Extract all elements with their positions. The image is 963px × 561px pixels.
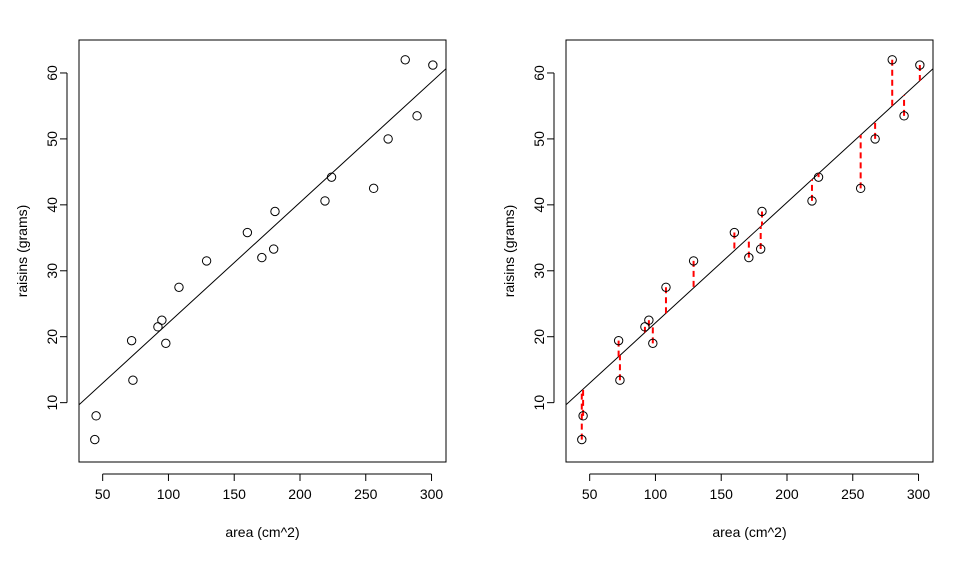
x-tick-label: 150 (710, 486, 734, 502)
data-point (91, 411, 101, 421)
data-point (870, 134, 880, 144)
data-point (729, 227, 740, 238)
data-point (887, 55, 897, 65)
plot-frame (78, 39, 447, 463)
data-point (915, 60, 925, 70)
data-point (744, 252, 754, 263)
data-point (688, 256, 699, 266)
scatter-plot-left: 50 100 150 200 250 300 10 20 30 40 50 60 area (cm^2)… (14, 39, 447, 540)
y-tick-label: 50 (531, 131, 547, 147)
data-point (320, 196, 330, 206)
data-point (661, 282, 671, 292)
data-point (128, 375, 138, 385)
x-axis-title: area (cm^2) (225, 524, 299, 540)
y-tick-label: 50 (44, 131, 60, 147)
y-axis-title: raisins (grams) (501, 205, 517, 298)
y-tick-label: 10 (44, 395, 60, 411)
x-axis-title: area (cm^2) (712, 524, 786, 540)
data-point (577, 434, 587, 445)
x-tick-label: 250 (841, 486, 865, 502)
x-tick-label: 100 (157, 486, 181, 502)
y-tick-label: 40 (44, 197, 60, 213)
fit-line-group (566, 68, 933, 406)
data-point (326, 172, 337, 182)
data-point (644, 315, 654, 325)
data-point (899, 111, 909, 121)
data-point (855, 183, 866, 194)
data-point (126, 335, 137, 346)
x-tick-label: 250 (354, 486, 378, 502)
data-point (242, 227, 253, 238)
fit-line-group (79, 68, 446, 406)
data-point (368, 183, 379, 194)
regression-line (566, 68, 933, 406)
data-point (157, 315, 167, 325)
data-point (201, 256, 212, 266)
data-point (807, 196, 817, 206)
data-point (412, 111, 422, 121)
data-point (161, 338, 171, 349)
x-tick-label: 50 (95, 486, 111, 502)
x-tick-label: 300 (907, 486, 931, 502)
data-point (757, 206, 767, 217)
data-point (755, 244, 766, 254)
data-point (578, 411, 588, 421)
data-point (174, 282, 184, 292)
y-tick-label: 30 (531, 263, 547, 279)
data-point (615, 375, 625, 385)
x-tick-label: 150 (223, 486, 247, 502)
data-point (90, 434, 100, 445)
y-axis-title: raisins (grams) (14, 205, 30, 298)
y-tick-label: 20 (44, 329, 60, 345)
data-point (613, 335, 624, 346)
data-point (648, 338, 658, 349)
data-point (428, 60, 438, 70)
y-tick-label: 40 (531, 197, 547, 213)
data-point (268, 244, 279, 254)
x-tick-label: 300 (420, 486, 444, 502)
y-tick-label: 60 (44, 65, 60, 81)
x-tick-label: 100 (644, 486, 668, 502)
data-point (257, 252, 267, 263)
data-point (383, 134, 393, 144)
x-tick-label: 200 (775, 486, 799, 502)
y-tick-label: 30 (44, 263, 60, 279)
y-tick-label: 10 (531, 395, 547, 411)
y-tick-label: 20 (531, 329, 547, 345)
x-tick-label: 50 (582, 486, 598, 502)
y-tick-label: 60 (531, 65, 547, 81)
x-tick-label: 200 (288, 486, 312, 502)
data-point (400, 55, 410, 65)
scatter-plot-right: 50 100 150 200 250 300 10 20 30 40 50 60 area (cm^2)… (501, 39, 934, 540)
data-point (270, 206, 280, 217)
regression-line (79, 68, 446, 406)
data-point (813, 172, 824, 182)
plot-frame (565, 39, 934, 463)
